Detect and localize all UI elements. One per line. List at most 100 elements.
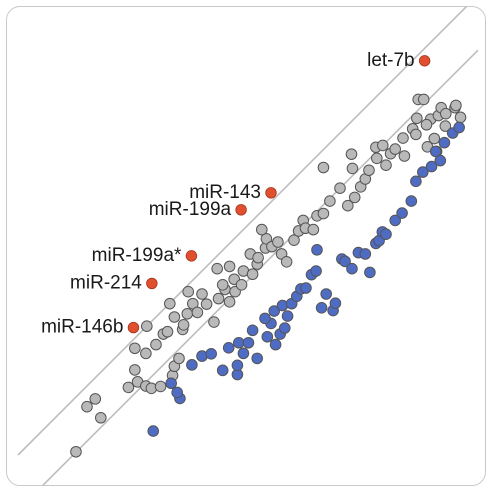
highlighted-point [265,187,277,199]
gray-data-point [334,182,346,194]
blue-data-point [246,324,259,337]
point-label: miR-143 [189,182,261,203]
blue-data-point [429,145,442,158]
gray-data-point [161,325,174,338]
blue-data-point [453,121,465,134]
gray-data-point [345,148,358,160]
gray-data-point [376,139,389,152]
blue-data-point [405,195,418,207]
gray-data-point [173,352,185,365]
blue-data-point [231,359,244,372]
gray-data-point [141,320,153,333]
point-label: miR-214 [70,272,142,293]
blue-data-point [389,214,402,227]
gray-data-point [191,306,204,319]
point-label: miR-146b [41,317,123,338]
blue-data-point [268,305,281,317]
gray-data-point [256,223,268,236]
blue-data-point [147,425,160,437]
gray-data-point [181,307,194,320]
blue-data-point [261,330,274,343]
blue-data-point [320,288,333,300]
blue-data-point [171,386,183,399]
gray-data-point [211,262,223,275]
gray-data-point [420,118,433,131]
blue-data-point [259,312,271,325]
gray-data-point [154,380,167,393]
blue-data-point [380,228,392,240]
blue-data-point [269,338,282,351]
gray-data-point [252,251,264,264]
blue-data-point [310,265,322,277]
gray-data-point [182,285,194,298]
blue-data-point [251,352,264,365]
gray-points [70,93,467,458]
gray-data-point [324,195,336,207]
highlighted-points [127,55,431,334]
gray-data-point [288,234,300,246]
point-label: miR-199a* [92,245,182,266]
gray-data-point [216,279,229,291]
gray-data-point [346,162,359,175]
reference-lines [17,7,479,485]
highlighted-point [146,277,158,290]
blue-data-point [359,248,372,260]
gray-data-point [371,152,383,165]
gray-data-point [342,199,354,212]
blue-data-point [434,154,447,167]
gray-data-point [428,132,441,145]
blue-data-point [242,336,255,349]
blue-data-point [233,336,245,349]
diagonal-line-2 [17,49,479,485]
gray-data-point [440,107,452,120]
blue-data-point [410,175,422,188]
gray-data-point [70,445,82,458]
gray-data-point [208,316,220,328]
gray-data-point [129,364,141,376]
blue-data-point [165,377,177,390]
highlighted-point [185,250,198,262]
gray-data-point [140,347,152,360]
gray-data-point [177,319,190,331]
gray-data-point [454,111,467,124]
blue-data-point [425,160,438,173]
blue-data-point [396,207,408,219]
blue-points [147,121,465,437]
highlighted-point [418,55,431,67]
blue-data-point [364,266,376,279]
blue-data-point [438,136,451,149]
gray-data-point [89,393,102,405]
gray-data-point [212,292,225,305]
gray-data-point [168,311,181,323]
gray-data-point [200,298,213,310]
gray-data-point [317,161,330,174]
gray-data-point [417,93,430,106]
highlighted-point [235,204,247,216]
gray-data-point [122,381,135,394]
blue-data-point [417,166,429,178]
gray-data-point [81,400,93,413]
blue-data-point [205,348,217,360]
gray-data-point [260,233,273,245]
highlighted-point [127,321,140,334]
gray-data-point [150,338,162,351]
gray-data-point [397,132,409,144]
gray-data-point [95,411,107,424]
blue-data-point [216,364,229,377]
blue-data-point [311,244,323,256]
gray-data-point [348,191,361,204]
blue-data-point [237,347,250,360]
blue-data-point [186,359,198,371]
gray-data-point [317,207,330,220]
gray-data-point [411,112,423,125]
gray-data-point [246,268,259,281]
gray-data-point [235,279,248,291]
point-label: let-7b [367,50,415,71]
gray-data-point [196,288,208,300]
gray-data-point [380,159,392,171]
blue-data-point [300,282,312,294]
gray-data-point [410,128,422,141]
gray-data-point [272,236,284,248]
